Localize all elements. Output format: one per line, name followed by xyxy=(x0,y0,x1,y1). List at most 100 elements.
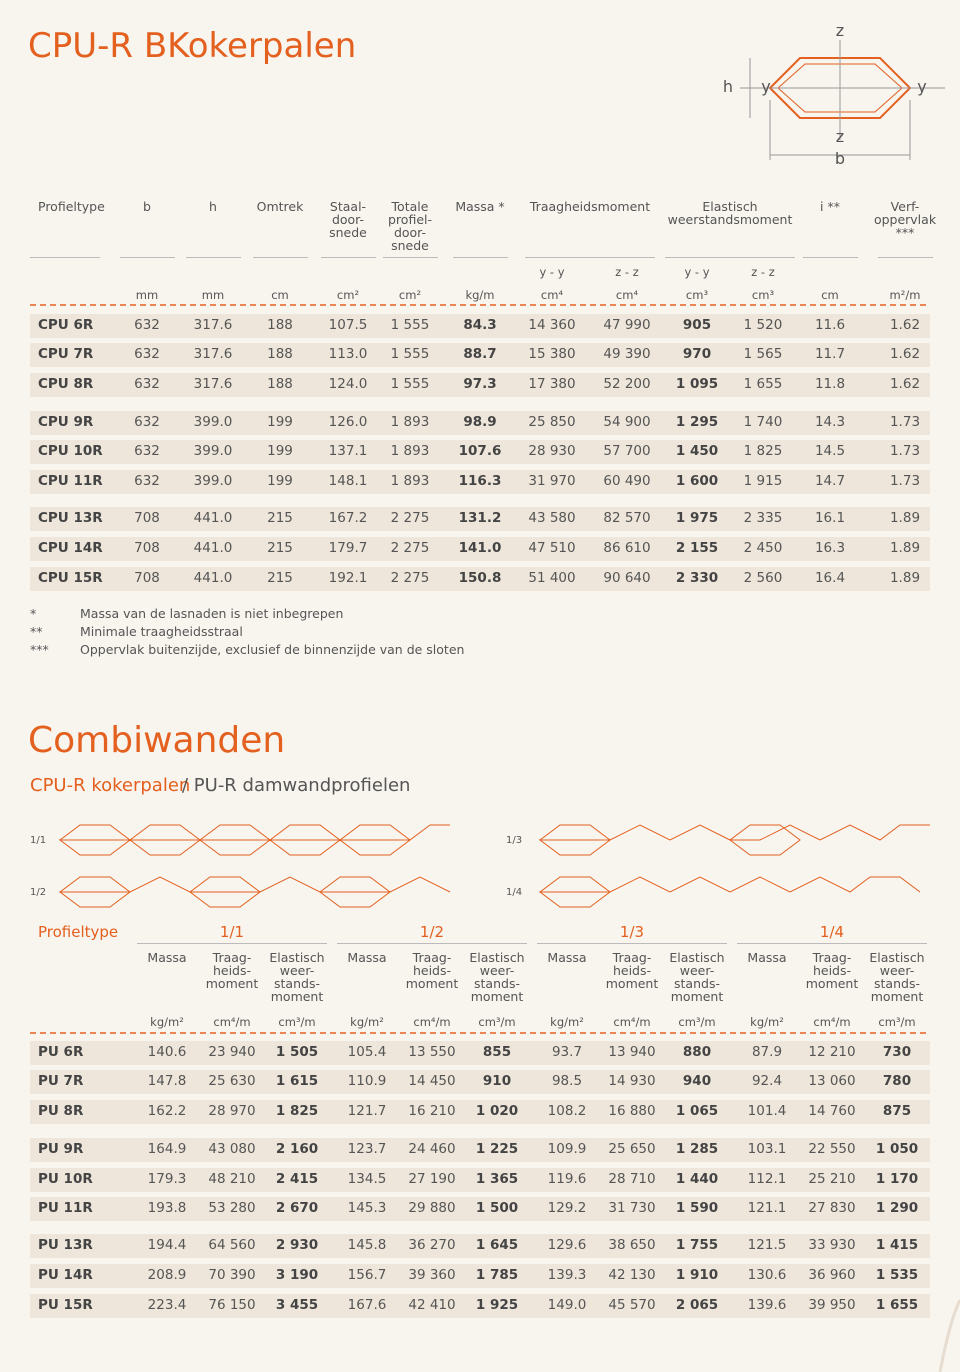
cell: 179.3 xyxy=(147,1171,187,1187)
cell: 1 655 xyxy=(875,1297,919,1313)
cell: 150.8 xyxy=(458,570,502,586)
cell: 137.1 xyxy=(328,443,368,459)
cell: 1 095 xyxy=(675,376,719,392)
cell: 1 285 xyxy=(675,1141,719,1157)
cell: 29 880 xyxy=(408,1200,456,1216)
unit: kg/m² xyxy=(150,1015,184,1029)
row-label: CPU 11R xyxy=(38,473,103,489)
cell: 1 225 xyxy=(475,1141,519,1157)
note-text: Minimale traagheidsstraal xyxy=(80,624,243,639)
row-band xyxy=(30,507,930,531)
cell: 28 970 xyxy=(208,1103,256,1119)
header-rule xyxy=(252,257,308,258)
unit: mm xyxy=(201,288,225,302)
cell: 98.5 xyxy=(551,1073,583,1089)
cell: 42 410 xyxy=(408,1297,456,1313)
cell: 2 065 xyxy=(675,1297,719,1313)
row-band xyxy=(30,1100,930,1124)
subheader: z - z xyxy=(615,265,639,279)
header-rule xyxy=(525,257,655,258)
cell: 11.8 xyxy=(814,376,846,392)
cell: 1 020 xyxy=(475,1103,519,1119)
cell: 28 930 xyxy=(528,443,576,459)
header-rule xyxy=(382,257,438,258)
cell: 145.3 xyxy=(347,1200,387,1216)
cell: 16.1 xyxy=(814,510,846,526)
cell: 54 900 xyxy=(603,414,651,430)
unit: cm⁴ xyxy=(540,288,564,302)
cell: 17 380 xyxy=(528,376,576,392)
cell: 193.8 xyxy=(147,1200,187,1216)
row-band xyxy=(30,1168,930,1192)
combi-diagrams xyxy=(58,824,930,908)
unit: cm⁴/m xyxy=(213,1015,251,1029)
cell: 194.4 xyxy=(147,1237,187,1253)
cell: 14.5 xyxy=(814,443,846,459)
subheader: Elastisch weer- stands- moment xyxy=(269,950,325,1004)
cell: 1 520 xyxy=(743,317,783,333)
cell: 119.6 xyxy=(547,1171,587,1187)
group-header: 1/4 xyxy=(819,923,845,941)
cell: 123.7 xyxy=(347,1141,387,1157)
subheader: Elastisch weer- stands- moment xyxy=(869,950,925,1004)
cell: 121.7 xyxy=(347,1103,387,1119)
diagram-label: 1/2 xyxy=(30,887,47,898)
header-rule xyxy=(802,257,858,258)
row-band xyxy=(30,1264,930,1288)
cell: 1.62 xyxy=(889,346,921,362)
row-label: CPU 13R xyxy=(38,510,103,526)
unit: cm⁴/m xyxy=(613,1015,651,1029)
unit: cm² xyxy=(398,288,422,302)
row-band xyxy=(30,1197,930,1221)
cell: 12 210 xyxy=(808,1044,856,1060)
cell: 2 670 xyxy=(275,1200,319,1216)
column-header: Omtrek xyxy=(256,199,304,214)
cell: 632 xyxy=(134,376,160,392)
unit: cm xyxy=(821,288,839,302)
note-marker: * xyxy=(30,606,37,621)
row-label: PU 15R xyxy=(38,1297,93,1313)
header-rule xyxy=(665,257,795,258)
cell: 875 xyxy=(882,1103,912,1119)
cell: 51 400 xyxy=(528,570,576,586)
column-header: Elastisch weerstandsmoment xyxy=(667,199,793,227)
cell: 98.9 xyxy=(463,414,497,430)
corner-decoration xyxy=(938,1299,960,1372)
cell: 25 210 xyxy=(808,1171,856,1187)
column-header: Staal- door- snede xyxy=(329,199,367,240)
row-band xyxy=(30,1138,930,1162)
subheader: y - y xyxy=(684,265,710,279)
header-rule xyxy=(877,257,933,258)
cell: 1 500 xyxy=(475,1200,519,1216)
group-header: 1/2 xyxy=(419,923,445,941)
cell: 632 xyxy=(134,414,160,430)
cell: 1.89 xyxy=(889,510,921,526)
cell: 33 930 xyxy=(808,1237,856,1253)
cell: 90 640 xyxy=(603,570,651,586)
cell: 107.6 xyxy=(458,443,502,459)
cell: 1 415 xyxy=(875,1237,919,1253)
row-label: PU 14R xyxy=(38,1267,93,1283)
subtitle: CPU-R kokerpalen xyxy=(30,775,191,796)
header-rule xyxy=(30,257,100,258)
row-band xyxy=(30,1294,930,1318)
cell: 11.7 xyxy=(814,346,846,362)
cell: 188 xyxy=(267,346,293,362)
cell: 1 915 xyxy=(743,473,783,489)
cell: 1.73 xyxy=(889,414,921,430)
cell: 2 330 xyxy=(675,570,719,586)
cell: 1.62 xyxy=(889,317,921,333)
cell: 1 440 xyxy=(675,1171,719,1187)
cell: 179.7 xyxy=(328,540,368,556)
cell: 13 940 xyxy=(608,1044,656,1060)
unit: cm⁴/m xyxy=(813,1015,851,1029)
cell: 708 xyxy=(134,540,160,556)
cell: 48 210 xyxy=(208,1171,256,1187)
cell: 47 990 xyxy=(603,317,651,333)
cell: 970 xyxy=(682,346,712,362)
note-marker: ** xyxy=(30,624,43,639)
cell: 27 190 xyxy=(408,1171,456,1187)
cell: 53 280 xyxy=(208,1200,256,1216)
cell: 1.62 xyxy=(889,376,921,392)
cell: 139.6 xyxy=(747,1297,787,1313)
